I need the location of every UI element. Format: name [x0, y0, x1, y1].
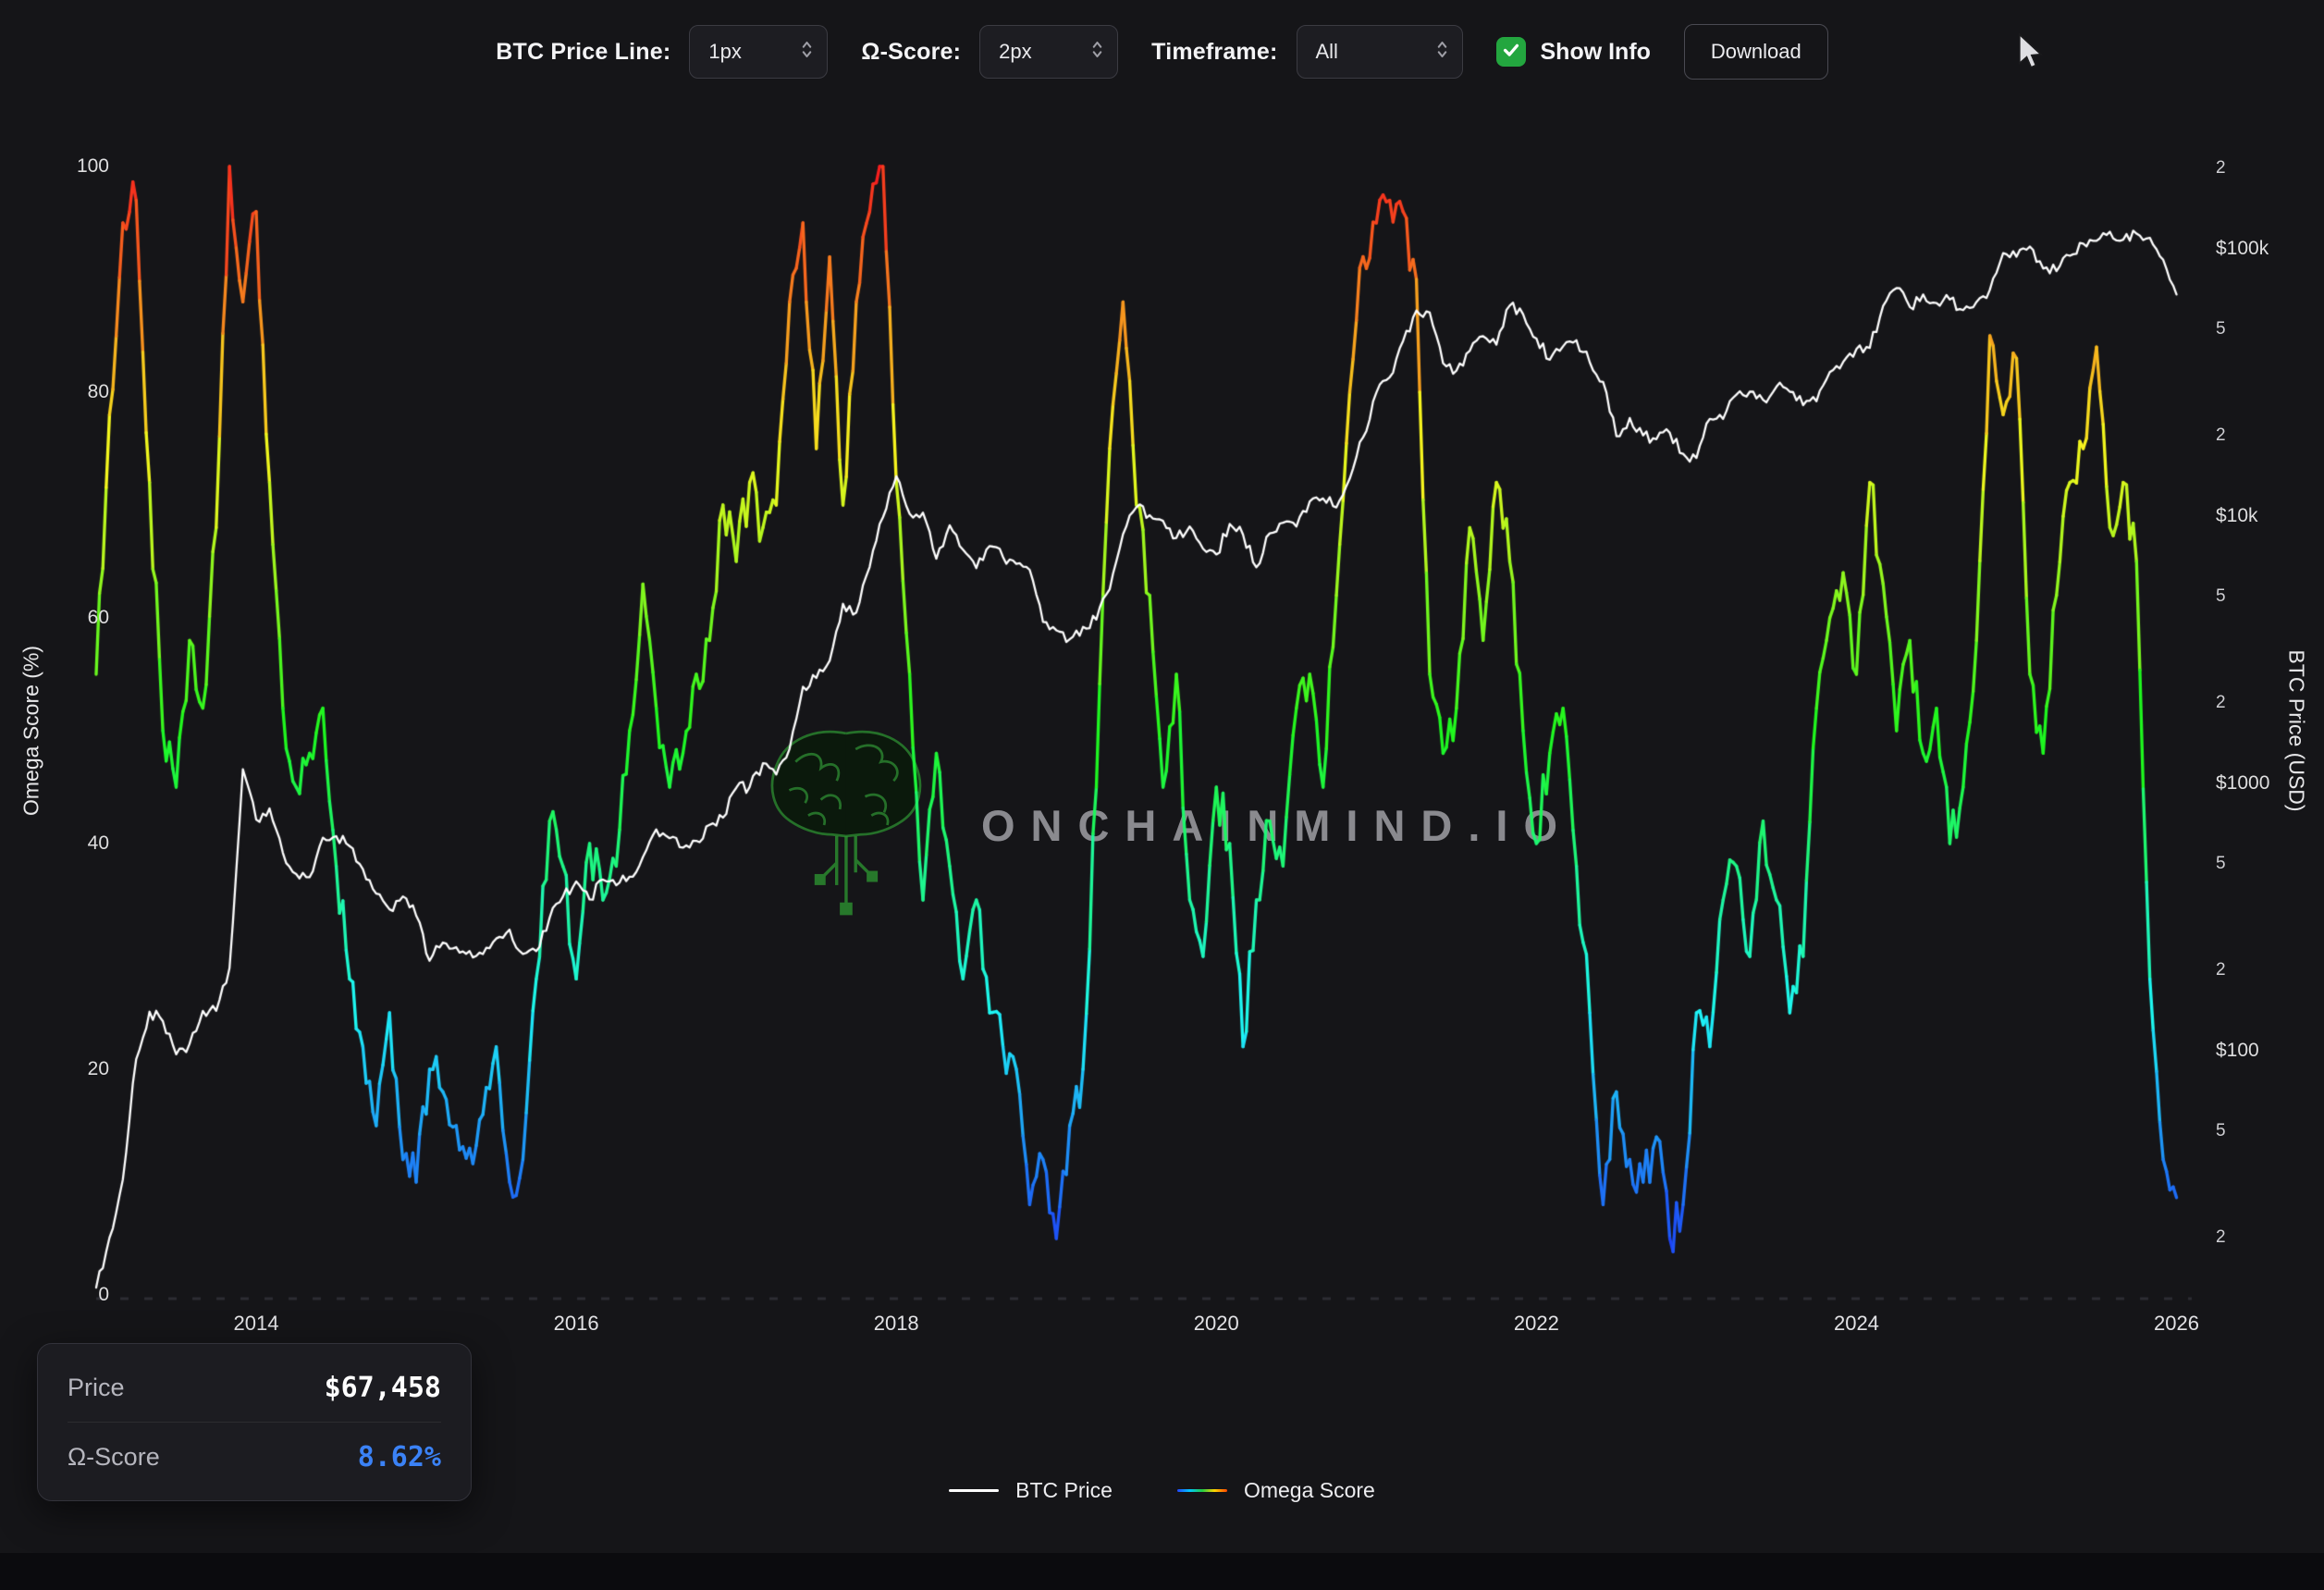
x-tick: 2022	[1513, 1312, 1559, 1335]
info-price-label: Price	[68, 1373, 125, 1401]
y-left-tick: 20	[87, 1058, 109, 1079]
y-left-tick: 0	[98, 1284, 109, 1305]
legend-line-sample-omega	[1176, 1489, 1227, 1492]
info-omega-label: Ω-Score	[68, 1442, 160, 1471]
x-tick: 2020	[1193, 1312, 1239, 1335]
legend-label-btc: BTC Price	[1015, 1478, 1113, 1502]
y-right-tick: 2	[2216, 960, 2226, 980]
y-axis-title-left: Omega Score (%)	[18, 645, 43, 817]
x-tick: 2026	[2154, 1312, 2200, 1335]
info-omega-row: Ω-Score 8.62%	[68, 1422, 441, 1491]
footer-band	[0, 1553, 2324, 1590]
y-left-tick: 60	[87, 607, 109, 628]
y-right-tick: $1000	[2216, 772, 2270, 794]
info-omega-value: 8.62%	[357, 1440, 441, 1473]
x-tick: 2014	[233, 1312, 279, 1335]
info-price-row: Price $67,458	[68, 1353, 441, 1422]
y-right-tick: 5	[2216, 318, 2226, 339]
x-tick: 2018	[873, 1312, 919, 1335]
y-right-tick: 2	[2216, 425, 2226, 445]
y-right-tick: 5	[2216, 585, 2226, 606]
info-tooltip: Price $67,458 Ω-Score 8.62%	[37, 1343, 472, 1501]
y-right-tick: 2	[2216, 693, 2226, 712]
legend: BTC Price Omega Score	[0, 1478, 2324, 1503]
info-price-value: $67,458	[324, 1371, 441, 1404]
y-right-tick: $10k	[2216, 505, 2258, 526]
legend-line-sample-btc	[949, 1489, 1000, 1492]
y-axis-title-right: BTC Price (USD)	[2284, 649, 2309, 812]
x-tick: 2024	[1833, 1312, 1879, 1335]
legend-item-btc-price[interactable]: BTC Price	[949, 1478, 1113, 1503]
y-right-tick: 5	[2216, 853, 2226, 873]
y-left-tick: 40	[87, 832, 109, 854]
mouse-cursor-icon	[2016, 32, 2044, 75]
y-right-tick: 5	[2216, 1120, 2226, 1140]
y-left-tick: 80	[87, 381, 109, 402]
y-right-tick: 2	[2216, 1227, 2226, 1247]
y-right-tick: $100	[2216, 1040, 2259, 1061]
y-left-tick: 100	[76, 155, 109, 177]
legend-label-omega: Omega Score	[1243, 1478, 1375, 1502]
y-right-tick: 2	[2216, 158, 2226, 178]
legend-item-omega-score[interactable]: Omega Score	[1176, 1478, 1375, 1503]
y-right-tick: $100k	[2216, 238, 2269, 259]
x-tick: 2016	[553, 1312, 599, 1335]
